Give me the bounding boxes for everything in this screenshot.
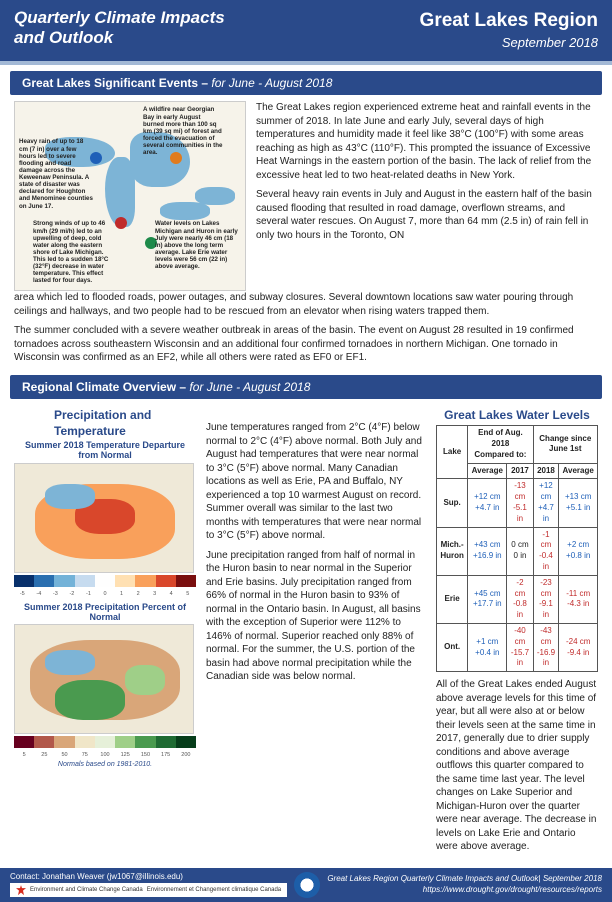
eccc-flag: Environment and Climate Change Canada En…: [10, 883, 287, 897]
temp-map-title: Summer 2018 Temperature Departure from N…: [14, 441, 196, 461]
header-title: Great Lakes Region: [420, 8, 598, 34]
precip-map-title: Summer 2018 Precipitation Percent of Nor…: [14, 603, 196, 623]
precip-scale-labels: 5255075100125150175200: [14, 752, 196, 759]
temp-scale: [14, 575, 196, 587]
events-map: A wildfire near Georgian Bay in early Au…: [14, 101, 246, 291]
overview-content: Precipitation and Temperature Summer 201…: [0, 405, 612, 860]
overview-text-column: June temperatures ranged from 2°C (4°F) …: [206, 405, 426, 860]
table-row: Sup.+12 cm+4.7 in-13 cm-5.1 in+12 cm+4.7…: [437, 479, 598, 527]
temp-scale-labels: -5-4-3-2-1012345: [14, 591, 196, 598]
wl-head2: Change since June 1st: [533, 426, 597, 463]
subhead-water-levels: Great Lakes Water Levels: [436, 407, 598, 423]
subhead-precip-temp: Precipitation and Temperature: [54, 407, 196, 439]
eccc-fr: Environnement et Changement climatique C…: [147, 886, 281, 894]
document-footer: Contact: Jonathan Weaver (jw1067@illinoi…: [0, 868, 612, 902]
footer-title: Great Lakes Region Quarterly Climate Imp…: [327, 874, 602, 885]
water-levels-column: Great Lakes Water Levels Lake End of Aug…: [436, 405, 598, 860]
footer-contact: Contact: Jonathan Weaver (jw1067@illinoi…: [10, 872, 287, 883]
events-p2: Several heavy rain events in July and Au…: [256, 188, 598, 242]
maple-leaf-icon: [16, 885, 26, 895]
wind-icon: [115, 217, 127, 229]
section-overview-range: for June - August 2018: [186, 380, 310, 394]
map-note-wind: Strong winds of up to 46 km/h (29 mi/h) …: [33, 220, 115, 284]
precip-anomaly-map: [14, 624, 194, 734]
table-row: Ont.+1 cm+0.4 in-40 cm-15.7 in-43 cm-16.…: [437, 624, 598, 672]
section-events-range: for June - August 2018: [208, 76, 332, 90]
wl-col-avg2: Average: [559, 463, 598, 479]
header-line1: Quarterly Climate Impacts: [14, 8, 225, 28]
header-right: Great Lakes Region September 2018: [420, 8, 598, 51]
temp-anomaly-map: [14, 463, 194, 573]
events-content: A wildfire near Georgian Bay in early Au…: [0, 101, 612, 365]
section-events-bar: Great Lakes Significant Events – for Jun…: [10, 71, 602, 95]
events-p1: The Great Lakes region experienced extre…: [256, 101, 598, 182]
events-p4: The summer concluded with a severe weath…: [14, 324, 598, 365]
wl-col-avg: Average: [468, 463, 507, 479]
eccc-en: Environment and Climate Change Canada: [30, 886, 143, 894]
wl-col-lake: Lake: [437, 426, 468, 479]
header-line2: and Outlook: [14, 28, 225, 48]
maps-column: Precipitation and Temperature Summer 201…: [14, 405, 196, 860]
normals-note: Normals based on 1981-2010.: [14, 760, 196, 769]
section-overview-bar: Regional Climate Overview – for June - A…: [10, 375, 602, 399]
wl-col-2018: 2018: [533, 463, 559, 479]
map-note-fire: A wildfire near Georgian Bay in early Au…: [143, 106, 223, 156]
noaa-logo-icon: [294, 872, 320, 898]
overview-p1: June temperatures ranged from 2°C (4°F) …: [206, 421, 426, 543]
document-header: Quarterly Climate Impacts and Outlook Gr…: [0, 0, 612, 61]
water-levels-table: Lake End of Aug. 2018 Compared to: Chang…: [436, 425, 598, 672]
map-note-rain: Heavy rain of up to 18 cm (7 in) over a …: [19, 138, 93, 209]
table-row: Erie+45 cm+17.7 in-2 cm-0.8 in-23 cm-9.1…: [437, 575, 598, 623]
section-events-title: Great Lakes Significant Events –: [22, 76, 208, 90]
footer-url: https://www.drought.gov/drought/resource…: [327, 885, 602, 896]
wl-head1: End of Aug. 2018 Compared to:: [468, 426, 533, 463]
events-p3: area which led to flooded roads, power o…: [14, 291, 598, 318]
table-row: Mich.-Huron+43 cm+16.9 in0 cm0 in-1 cm-0…: [437, 527, 598, 575]
precip-scale: [14, 736, 196, 748]
header-date: September 2018: [420, 34, 598, 52]
wl-col-2017: 2017: [507, 463, 533, 479]
map-note-water: Water levels on Lakes Michigan and Huron…: [155, 220, 241, 270]
header-left: Quarterly Climate Impacts and Outlook: [14, 8, 225, 47]
section-overview-title: Regional Climate Overview –: [22, 380, 186, 394]
overview-p2: June precipitation ranged from half of n…: [206, 549, 426, 684]
